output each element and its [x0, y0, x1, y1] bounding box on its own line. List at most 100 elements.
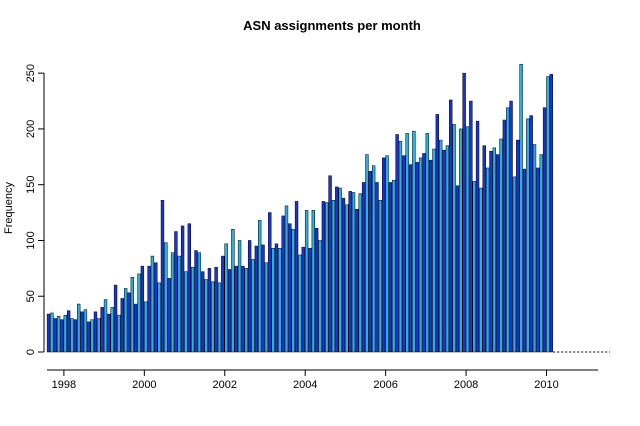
bar — [177, 255, 181, 353]
bar — [234, 265, 238, 353]
bar — [315, 227, 319, 353]
bar — [194, 250, 198, 353]
bar — [402, 155, 406, 353]
bar — [207, 268, 212, 353]
bar — [499, 138, 503, 353]
bar — [231, 229, 235, 353]
bar — [197, 252, 202, 353]
bar — [187, 223, 191, 353]
bar — [301, 246, 305, 353]
bar — [452, 124, 456, 353]
bar — [345, 204, 349, 353]
bar — [398, 140, 403, 353]
bar — [304, 210, 309, 353]
bar — [405, 133, 409, 353]
bar — [422, 153, 426, 353]
bar — [137, 273, 141, 353]
x-tick-label: 2006 — [373, 379, 397, 391]
bar — [469, 100, 473, 353]
bar — [392, 179, 396, 353]
bar — [66, 310, 71, 353]
bar — [428, 159, 433, 353]
x-tick-label: 1998 — [52, 379, 76, 391]
bar — [117, 314, 121, 353]
bar — [536, 167, 540, 353]
bar — [217, 282, 222, 353]
bar — [201, 271, 205, 353]
bar — [167, 278, 171, 353]
bar — [485, 167, 490, 353]
bar — [147, 265, 151, 353]
y-axis: 0 50 100 150 200 250 — [25, 64, 45, 355]
x-axis: 1998 2000 2002 2004 2006 2008 2010 — [47, 369, 598, 391]
bar — [321, 201, 326, 353]
bar — [60, 319, 64, 353]
y-tick-label: 150 — [25, 176, 37, 194]
bar — [368, 171, 372, 353]
y-tick-label: 100 — [25, 231, 37, 249]
bar — [90, 319, 94, 353]
bar — [254, 245, 259, 353]
bar — [371, 165, 376, 353]
bar — [164, 242, 168, 353]
bar — [455, 185, 460, 353]
bar — [509, 100, 513, 353]
bar — [97, 318, 101, 353]
bar — [361, 182, 366, 353]
bar — [140, 265, 145, 353]
bar — [204, 279, 208, 353]
bar — [241, 265, 245, 353]
bar — [375, 182, 379, 353]
bar — [271, 248, 275, 353]
bar — [475, 120, 480, 353]
bar — [63, 314, 67, 353]
bar — [449, 99, 453, 353]
bar — [549, 74, 553, 353]
bar — [160, 200, 165, 353]
bar — [70, 318, 74, 353]
bar — [190, 266, 195, 353]
bar — [77, 303, 81, 353]
bar — [150, 255, 155, 353]
bar — [93, 311, 98, 353]
bar — [103, 299, 108, 353]
bar — [80, 311, 84, 353]
bar — [258, 220, 262, 353]
bar — [244, 268, 248, 353]
bar — [174, 231, 178, 353]
chart-title: ASN assignments per month — [243, 18, 421, 33]
bar — [123, 288, 128, 353]
bar — [281, 215, 285, 353]
bar — [546, 76, 550, 353]
bar — [274, 243, 279, 353]
bar — [445, 145, 450, 353]
bar — [382, 157, 386, 353]
bar — [53, 318, 57, 353]
x-tick-label: 2008 — [454, 379, 478, 391]
x-tick-label: 2002 — [213, 379, 237, 391]
bar — [358, 193, 362, 353]
bar — [211, 281, 215, 353]
bar — [338, 187, 342, 353]
bar — [237, 240, 242, 353]
bar — [261, 244, 265, 353]
bar — [522, 168, 527, 353]
bar — [365, 154, 369, 353]
bar — [435, 114, 439, 353]
bar — [73, 319, 78, 353]
bar — [526, 118, 530, 353]
bar — [395, 134, 399, 353]
bar — [127, 292, 131, 353]
bar — [311, 210, 315, 353]
bar — [465, 126, 470, 353]
bar — [227, 269, 232, 353]
bar — [107, 313, 111, 353]
bar — [278, 248, 282, 353]
bar — [482, 145, 486, 353]
bar — [385, 155, 389, 353]
bar — [388, 182, 393, 353]
bar — [489, 150, 493, 353]
bar — [308, 248, 312, 353]
bar — [348, 191, 352, 353]
